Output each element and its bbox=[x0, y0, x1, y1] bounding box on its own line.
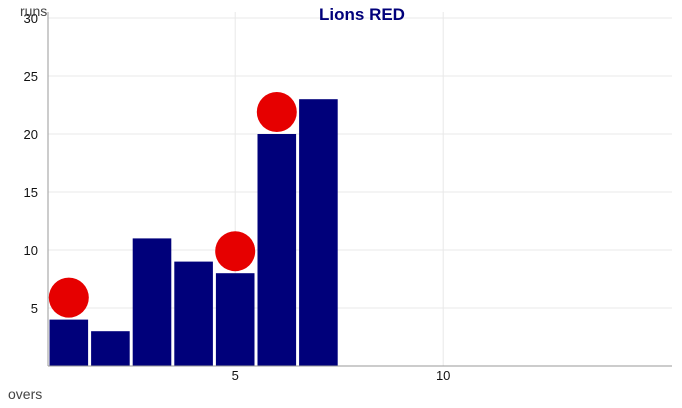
bar-over-5 bbox=[215, 273, 255, 366]
y-tick-label: 30 bbox=[24, 11, 38, 26]
tick-labels: 5 10 15 20 25 30 5 10 bbox=[24, 11, 451, 383]
y-tick-label: 20 bbox=[24, 127, 38, 142]
x-tick-label: 10 bbox=[436, 368, 450, 383]
wicket-marker-over-6 bbox=[256, 92, 297, 132]
y-tick-label: 5 bbox=[31, 301, 38, 316]
bars bbox=[49, 99, 338, 366]
x-tick-label: 5 bbox=[232, 368, 239, 383]
y-tick-label: 10 bbox=[24, 243, 38, 258]
wicket-marker-over-1 bbox=[48, 277, 89, 318]
wicket-markers bbox=[48, 92, 297, 318]
bar-over-6 bbox=[257, 134, 297, 366]
bar-over-2 bbox=[91, 331, 130, 366]
y-tick-label: 25 bbox=[24, 69, 38, 84]
axes bbox=[47, 12, 672, 367]
chart-title: Lions RED bbox=[319, 5, 405, 24]
bar-over-7 bbox=[299, 99, 338, 366]
x-axis-label: overs bbox=[8, 386, 42, 402]
wicket-marker-over-5 bbox=[215, 231, 256, 272]
bar-over-4 bbox=[174, 261, 213, 366]
y-tick-label: 15 bbox=[24, 185, 38, 200]
bar-over-1 bbox=[49, 319, 89, 366]
bar-over-3 bbox=[132, 238, 172, 366]
y-axis-label: runs bbox=[20, 3, 47, 19]
